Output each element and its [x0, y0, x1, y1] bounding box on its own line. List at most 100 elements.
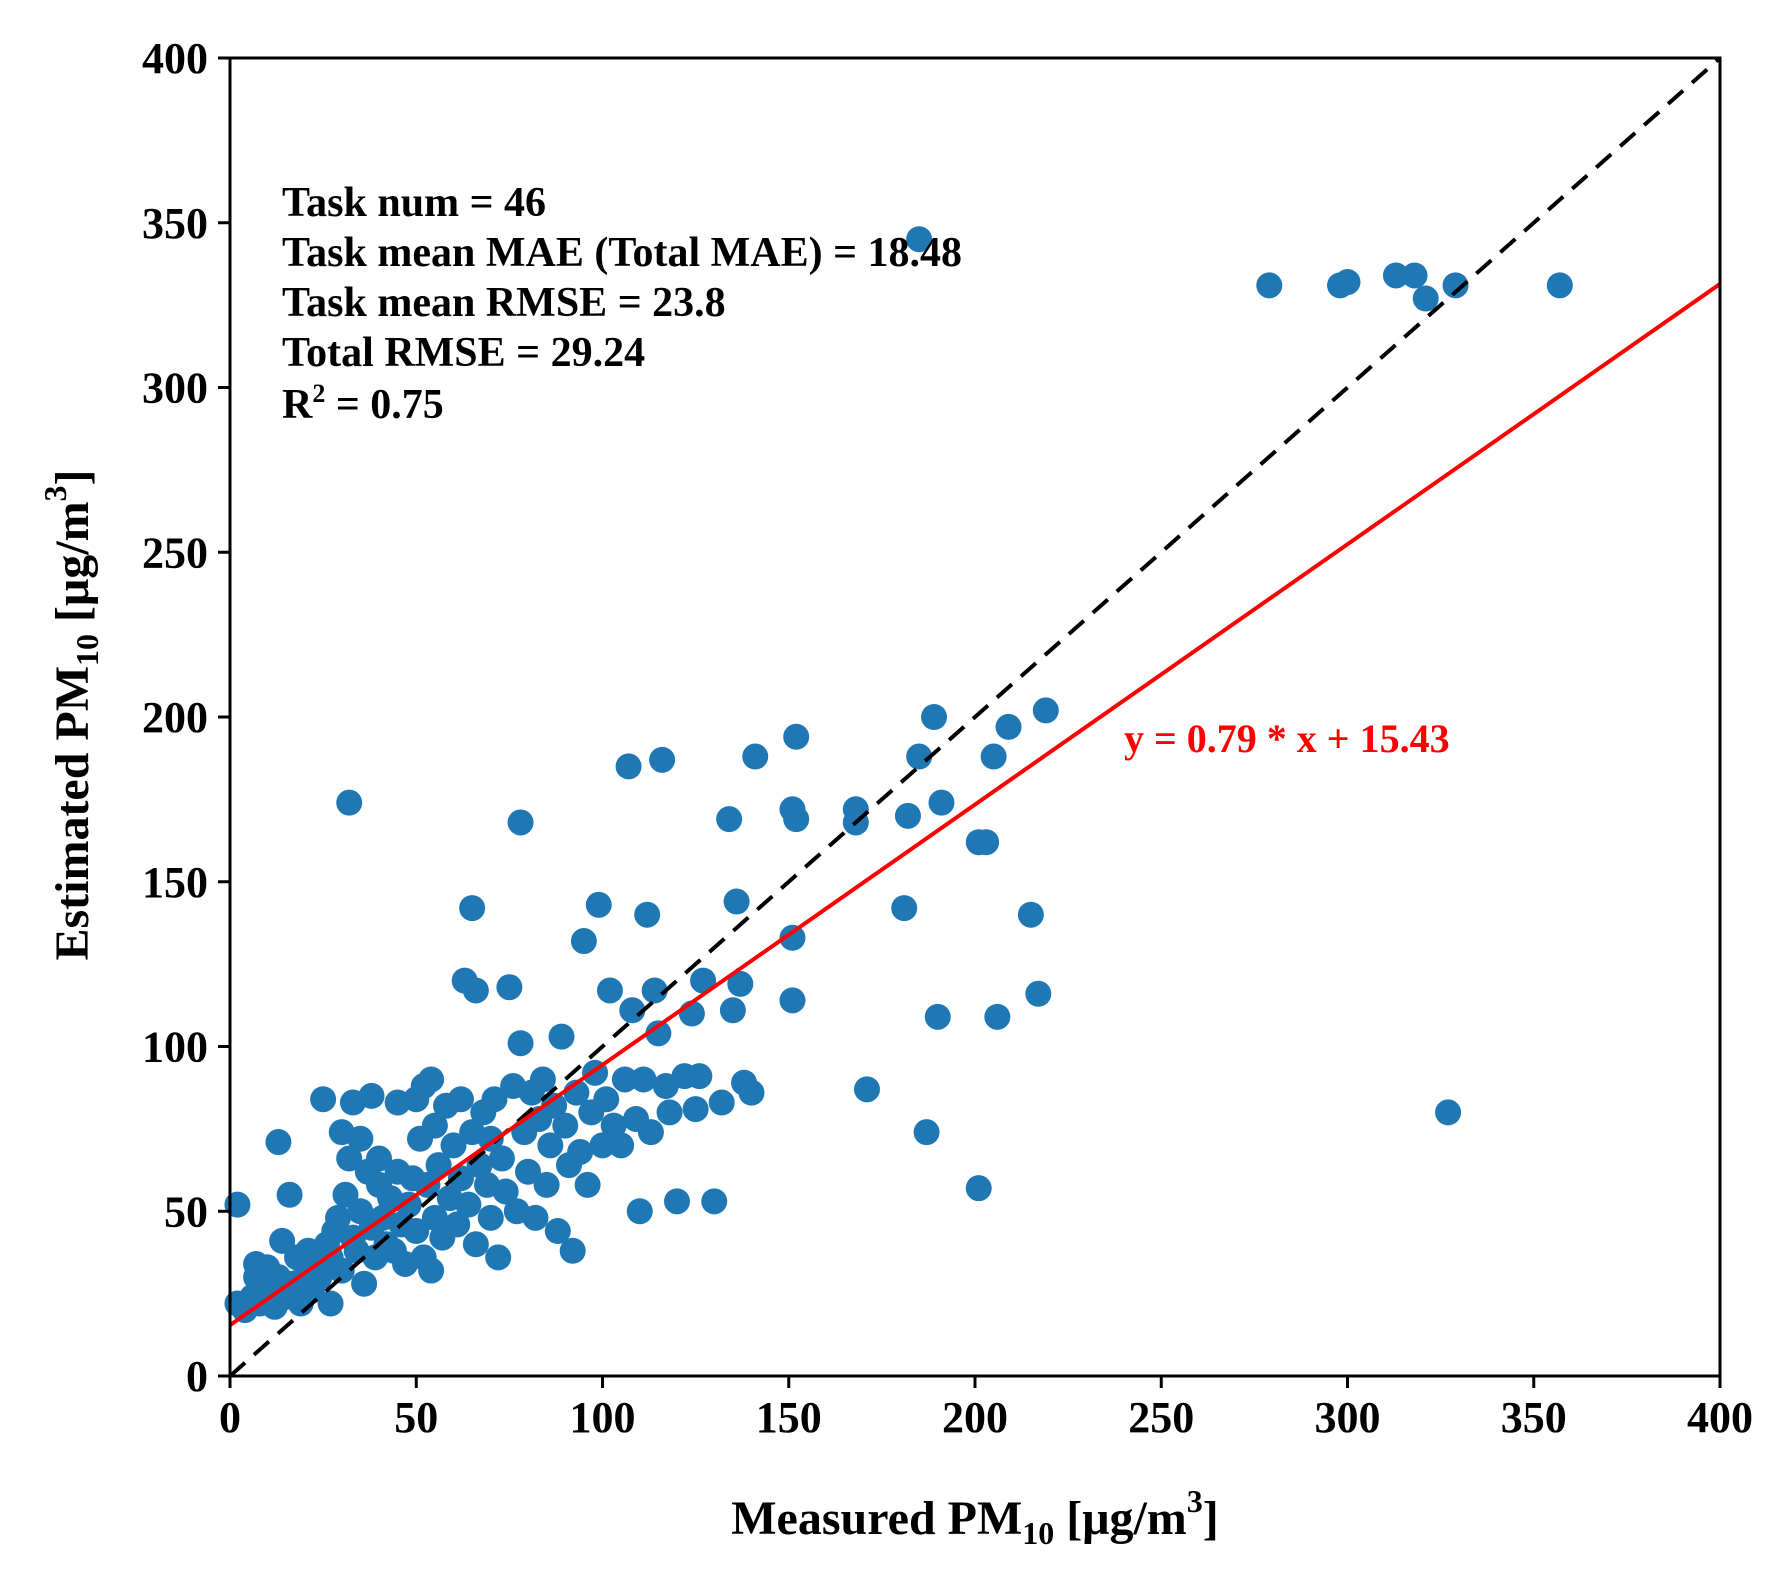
y-axis-ticks: 0 50 100 150 200 250 300 350 400: [142, 34, 230, 1401]
data-point: [891, 895, 918, 922]
y-tick-label: 100: [142, 1023, 208, 1072]
data-point: [783, 806, 810, 833]
x-tick-label: 50: [394, 1393, 438, 1442]
x-label-subscript: 10: [1022, 1515, 1054, 1551]
data-point: [1025, 980, 1052, 1007]
x-tick-label: 400: [1687, 1393, 1753, 1442]
data-point: [716, 806, 743, 833]
data-point: [485, 1244, 512, 1271]
data-point: [611, 1066, 638, 1093]
data-point: [529, 1066, 556, 1093]
data-point: [656, 1099, 683, 1126]
x-label-superscript: 3: [1187, 1483, 1203, 1519]
data-point: [600, 1112, 627, 1139]
data-point: [403, 1218, 430, 1245]
data-point: [1032, 697, 1059, 724]
annotation-task-num: Task num = 46: [282, 180, 546, 226]
data-point: [507, 809, 534, 836]
data-point: [481, 1086, 508, 1113]
data-point: [306, 1264, 333, 1291]
data-point: [440, 1132, 467, 1159]
data-point: [224, 1191, 251, 1218]
y-tick-label: 0: [186, 1352, 208, 1401]
data-point: [995, 713, 1022, 740]
data-point: [1442, 272, 1469, 299]
x-tick-label: 250: [1128, 1393, 1194, 1442]
data-point: [325, 1204, 352, 1231]
data-point: [570, 928, 597, 955]
data-point: [924, 1003, 951, 1030]
data-point: [719, 997, 746, 1024]
y-tick-label: 200: [142, 693, 208, 742]
data-point: [455, 1191, 482, 1218]
data-point: [727, 970, 754, 997]
data-point: [548, 1023, 575, 1050]
data-point: [418, 1066, 445, 1093]
x-axis-ticks: 0 50 100 150 200 250 300 350 400: [219, 1376, 1753, 1442]
data-point: [906, 226, 933, 253]
data-point: [351, 1270, 378, 1297]
data-point: [1546, 272, 1573, 299]
x-tick-label: 100: [570, 1393, 636, 1442]
data-points: [224, 226, 1573, 1324]
r2-suffix: = 0.75: [325, 382, 443, 428]
data-point: [462, 1231, 489, 1258]
data-point: [444, 1211, 471, 1238]
data-point: [596, 977, 623, 1004]
y-tick-label: 250: [142, 528, 208, 577]
y-label-superscript: 3: [37, 485, 73, 501]
data-point: [738, 1079, 765, 1106]
data-point: [1334, 269, 1361, 296]
data-point: [1256, 272, 1283, 299]
data-point: [1412, 285, 1439, 312]
data-point: [559, 1237, 586, 1264]
y-tick-label: 400: [142, 34, 208, 83]
data-point: [358, 1082, 385, 1109]
data-point: [1382, 262, 1409, 289]
data-point: [686, 1063, 713, 1090]
data-point: [637, 1119, 664, 1146]
data-point: [544, 1218, 571, 1245]
x-tick-label: 200: [942, 1393, 1008, 1442]
annotation-total-rmse: Total RMSE = 29.24: [282, 330, 645, 376]
data-point: [459, 895, 486, 922]
data-point: [742, 743, 769, 770]
data-point: [649, 746, 676, 773]
data-point: [418, 1257, 445, 1284]
data-point: [537, 1132, 564, 1159]
data-point: [894, 802, 921, 829]
data-point: [265, 1129, 292, 1156]
data-point: [608, 1132, 635, 1159]
data-point: [421, 1204, 448, 1231]
data-point: [965, 1175, 992, 1202]
data-point: [626, 1198, 653, 1225]
annotation-task-mean-mae: Task mean MAE (Total MAE) = 18.48: [282, 230, 962, 276]
data-point: [615, 753, 642, 780]
data-point: [664, 1188, 690, 1215]
x-tick-label: 300: [1315, 1393, 1381, 1442]
x-label-unit: [μg/m: [1066, 1492, 1187, 1545]
data-point: [533, 1171, 560, 1198]
data-point: [347, 1125, 374, 1152]
x-label-close: ]: [1203, 1492, 1219, 1545]
data-point: [395, 1191, 422, 1218]
data-point: [1401, 262, 1428, 289]
fit-line: [228, 282, 1722, 1327]
data-point: [913, 1119, 940, 1146]
data-point: [984, 1003, 1011, 1030]
data-point: [1435, 1099, 1462, 1126]
data-point: [496, 974, 523, 1001]
y-label-close: ]: [46, 469, 99, 485]
data-point: [980, 743, 1007, 770]
data-point: [567, 1138, 594, 1165]
fit-line-label: y = 0.79 * x + 15.43: [1124, 716, 1450, 761]
y-axis-label: Estimated PM10 [μg/m3]: [37, 469, 105, 960]
data-point: [701, 1188, 728, 1215]
data-point: [328, 1257, 355, 1284]
x-axis-label: Measured PM10 [μg/m3]: [731, 1483, 1219, 1551]
y-label-unit: [μg/m: [46, 501, 99, 622]
data-point: [690, 967, 717, 994]
data-point: [853, 1076, 880, 1103]
data-point: [462, 977, 489, 1004]
